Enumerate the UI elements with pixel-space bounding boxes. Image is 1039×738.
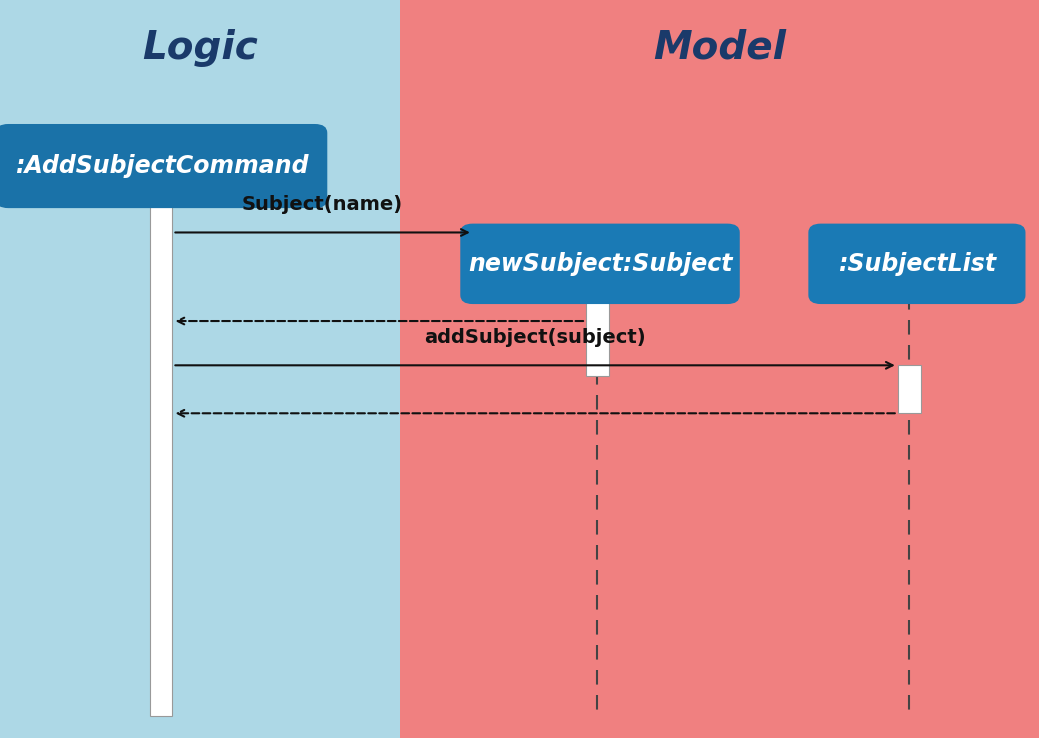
Bar xyxy=(400,0,1039,738)
Text: Logic: Logic xyxy=(142,29,258,67)
Text: Model: Model xyxy=(652,29,787,67)
Text: Subject(name): Subject(name) xyxy=(242,195,403,214)
FancyBboxPatch shape xyxy=(0,124,327,208)
Text: :SubjectList: :SubjectList xyxy=(837,252,996,276)
FancyBboxPatch shape xyxy=(808,224,1025,304)
Text: addSubject(subject): addSubject(subject) xyxy=(424,328,646,347)
Bar xyxy=(0,0,400,738)
Text: newSubject:Subject: newSubject:Subject xyxy=(468,252,732,276)
Bar xyxy=(898,365,921,413)
FancyBboxPatch shape xyxy=(460,224,740,304)
Text: :AddSubjectCommand: :AddSubjectCommand xyxy=(15,154,309,178)
Bar xyxy=(586,295,609,376)
Bar xyxy=(150,199,172,716)
